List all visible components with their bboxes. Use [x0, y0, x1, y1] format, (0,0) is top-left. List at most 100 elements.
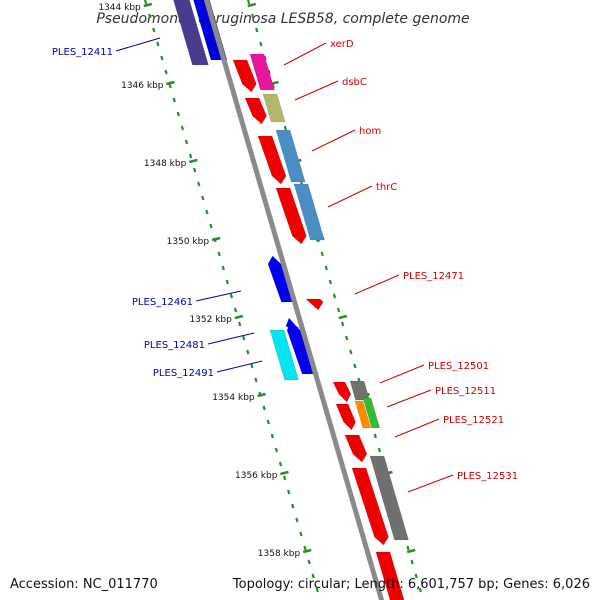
track-dot: [143, 0, 148, 5]
track-dot: [255, 27, 259, 33]
track-dot: [324, 265, 328, 271]
track-dot: [410, 559, 414, 565]
forward-gene-label: hom: [359, 126, 381, 137]
track-dot: [184, 139, 189, 145]
track-dot: [311, 573, 315, 579]
tick-label: 1350 kbp: [167, 237, 210, 247]
track-dot: [353, 363, 357, 369]
gene-feature: [262, 93, 286, 123]
gene-feature: [267, 255, 295, 303]
label-leader-line: [207, 332, 255, 345]
gene-feature: [293, 183, 325, 241]
reverse-gene-label: PLES_12411: [52, 47, 113, 58]
genome-backbone: [203, 0, 385, 600]
track-dot: [266, 419, 270, 425]
track-dot: [303, 545, 307, 551]
track-dot: [332, 293, 337, 299]
map-title: Pseudomonas aeruginosa LESB58, complete …: [96, 11, 469, 27]
track-dot: [373, 433, 377, 439]
track-dot: [278, 461, 283, 467]
tick-label: 1348 kbp: [144, 159, 187, 169]
gene-features: [173, 0, 409, 600]
forward-gene-label: dsbC: [342, 77, 367, 88]
track-dot: [242, 335, 246, 341]
gene-feature: [305, 298, 324, 311]
track-dot: [172, 97, 176, 103]
gene-feature: [375, 551, 405, 600]
accession-text: Accession: NC_011770: [10, 577, 158, 592]
track-dot: [406, 545, 410, 551]
gene-feature: [173, 0, 209, 66]
track-dot: [164, 69, 168, 75]
track-dot: [188, 153, 193, 159]
reverse-gene-label: PLES_12481: [144, 340, 205, 351]
track-dot: [193, 167, 197, 173]
track-dot: [259, 41, 263, 47]
reverse-gene-label: PLES_12461: [132, 297, 193, 308]
tick-label: 1352 kbp: [189, 315, 232, 325]
track-dot: [418, 587, 422, 593]
track-dot: [299, 531, 303, 537]
forward-gene-label: PLES_12471: [403, 271, 464, 282]
forward-gene-label: PLES_12501: [428, 361, 489, 372]
track-dot: [262, 405, 266, 411]
major-tick: [189, 158, 198, 164]
track-dot: [345, 335, 349, 341]
track-dot: [237, 321, 242, 327]
track-dot: [315, 587, 319, 593]
gene-feature: [286, 321, 316, 375]
reverse-gene-label: PLES_12491: [153, 368, 214, 379]
gene-feature: [349, 380, 370, 401]
major-tick: [143, 2, 153, 8]
gene-feature: [351, 467, 389, 546]
track-dot: [209, 223, 213, 229]
gene-feature: [269, 329, 300, 381]
track-dot: [328, 279, 333, 285]
track-dot: [320, 251, 324, 257]
track-dot: [287, 489, 291, 495]
track-dot: [340, 321, 345, 327]
major-tick: [338, 314, 348, 320]
track-dot: [246, 349, 250, 355]
track-dot: [270, 433, 274, 439]
label-leader-line: [195, 290, 242, 302]
genome-summary: Topology: circular; Length: 6,601,757 bp…: [232, 577, 590, 592]
major-tick: [280, 470, 289, 476]
track-dot: [282, 475, 287, 481]
label-leader-line: [216, 360, 263, 373]
track-dot: [274, 447, 279, 453]
track-dot: [254, 377, 258, 383]
track-dot: [377, 447, 382, 453]
track-dot: [336, 307, 341, 313]
track-dot: [148, 13, 152, 19]
label-leader-line: [294, 80, 339, 101]
label-leader-line: [115, 37, 161, 52]
label-leader-line: [327, 185, 373, 208]
gene-feature: [332, 381, 352, 403]
track-dot: [168, 83, 172, 89]
major-tick: [302, 548, 312, 554]
label-leader-line: [394, 418, 440, 438]
track-dot: [201, 195, 205, 201]
major-tick: [166, 80, 175, 86]
label-leader-line: [386, 389, 432, 408]
major-tick: [247, 2, 257, 8]
label-leader-line: [311, 129, 356, 152]
label-leader-line: [354, 274, 400, 295]
gene-feature: [275, 187, 307, 245]
tick-label: 1346 kbp: [121, 81, 164, 91]
track-dot: [246, 0, 251, 5]
track-dot: [225, 279, 230, 285]
track-dot: [307, 559, 311, 565]
gene-feature: [232, 59, 257, 93]
gene-feature: [249, 53, 275, 91]
track-dot: [233, 307, 238, 313]
track-dot: [176, 111, 180, 117]
gene-feature: [285, 317, 300, 329]
gene-feature: [344, 434, 368, 463]
major-tick: [257, 392, 266, 398]
tick-label: 1354 kbp: [212, 393, 255, 403]
gene-feature: [244, 97, 267, 125]
track-dot: [205, 209, 209, 215]
